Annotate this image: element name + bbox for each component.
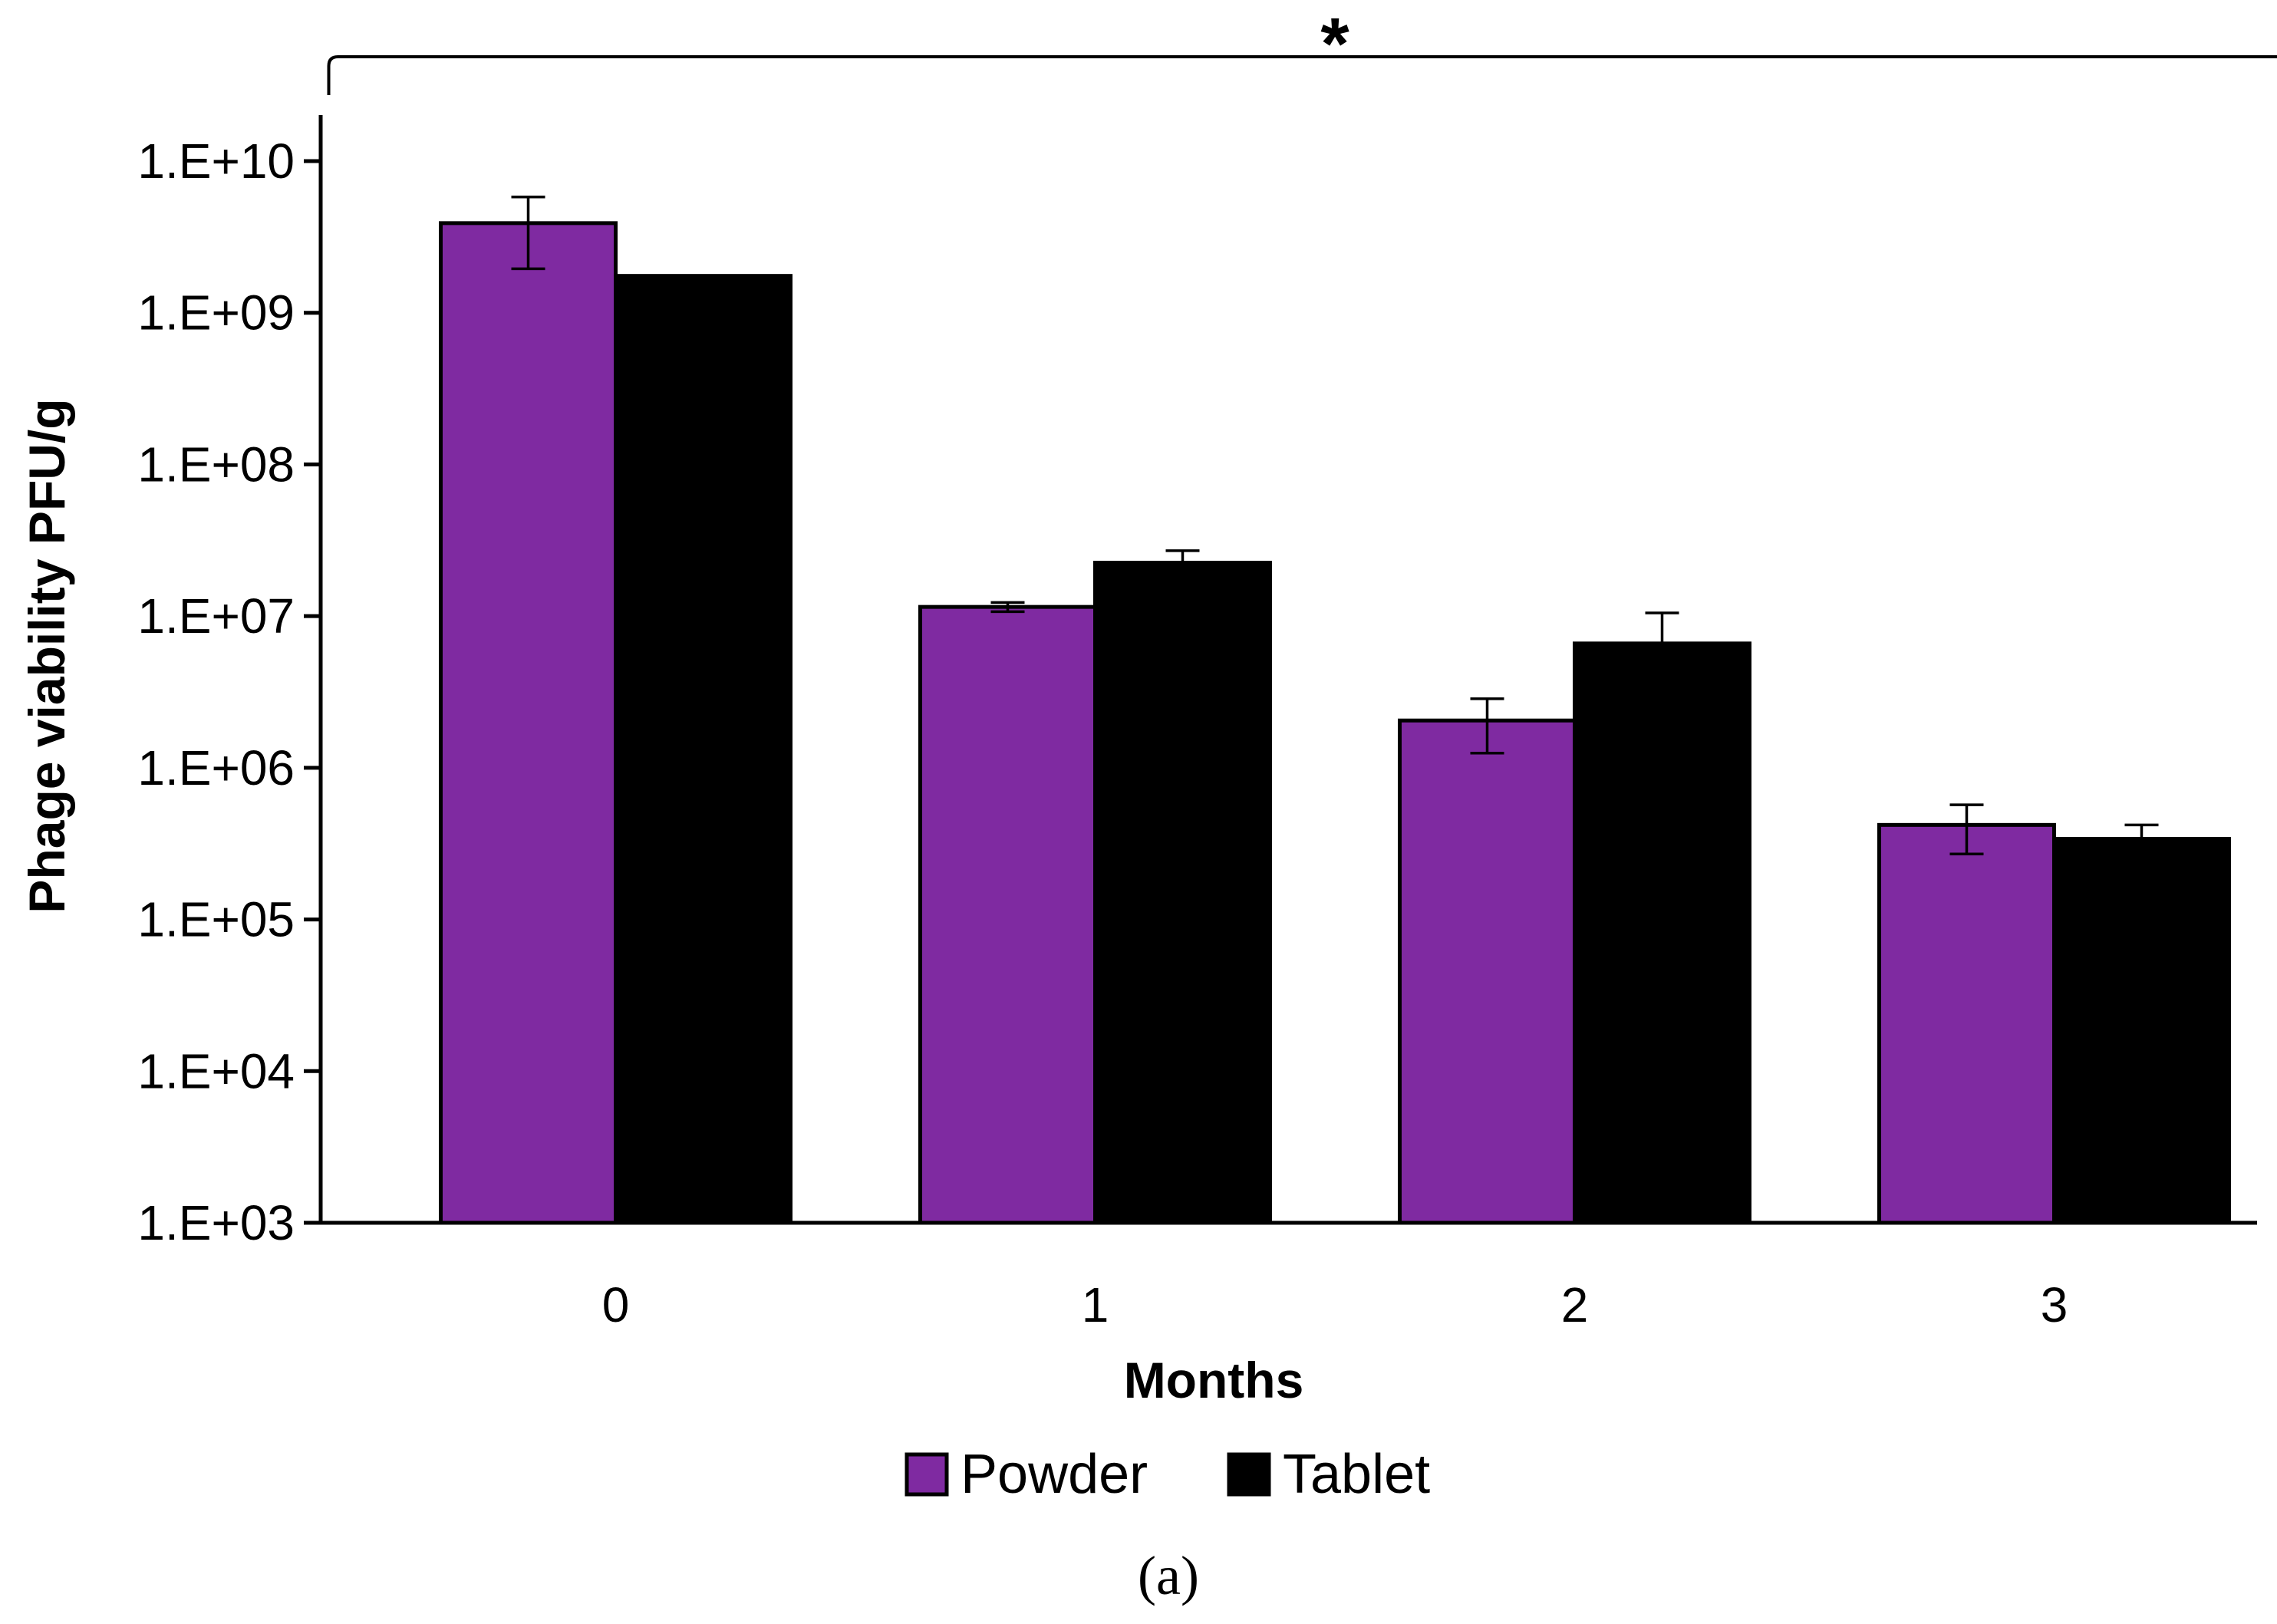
error-bars-layer: [511, 196, 2159, 856]
x-tick-label: 1: [1082, 1277, 1109, 1332]
error-bar-powder-0: [511, 196, 545, 271]
y-tick-label: 1.E+10: [137, 133, 295, 189]
error-bar-tablet-1: [1165, 549, 1200, 563]
y-tick-label: 1.E+06: [137, 740, 295, 796]
y-tick-label: 1.E+08: [137, 436, 295, 492]
significance-bracket-line: [327, 55, 2277, 95]
x-tick-label: 3: [2041, 1277, 2068, 1332]
legend-label-tablet: Tablet: [1283, 1444, 1430, 1505]
error-bar-tablet-3: [2124, 823, 2159, 839]
legend-swatch-powder: [905, 1452, 949, 1497]
panel-label: (a): [1138, 1545, 1199, 1606]
y-tick-label: 1.E+07: [137, 588, 295, 644]
error-bar-powder-1: [990, 601, 1025, 614]
y-tick-label: 1.E+03: [137, 1195, 295, 1250]
bar-powder-3: [1877, 822, 2056, 1225]
error-bar-powder-2: [1470, 697, 1504, 755]
x-axis-title: Months: [1124, 1352, 1304, 1408]
y-axis: 1.E+03 1.E+04 1.E+05 1.E+06 1.E+07 1.E+08 1.E+…: [137, 115, 323, 1250]
error-bar-powder-3: [1949, 803, 1984, 856]
legend-item-tablet: Tablet: [1227, 1444, 1430, 1505]
bar-powder-2: [1398, 718, 1577, 1225]
y-tick-label: 1.E+09: [137, 285, 295, 341]
legend: Powder Tablet: [905, 1444, 1430, 1505]
y-tick-label: 1.E+05: [137, 892, 295, 947]
bar-tablet-3: [2052, 836, 2231, 1225]
x-tick-label: 2: [1561, 1277, 1589, 1332]
bar-tablet-1: [1093, 561, 1272, 1225]
y-tick-label: 1.E+04: [137, 1043, 295, 1099]
bar-powder-0: [439, 221, 618, 1225]
error-bar-tablet-2: [1645, 611, 1679, 644]
bars-layer: [439, 221, 2231, 1225]
y-axis-title: Phage viability PFU/g: [18, 398, 75, 913]
bar-tablet-2: [1573, 641, 1751, 1225]
legend-swatch-tablet: [1227, 1452, 1271, 1497]
legend-label-powder: Powder: [961, 1444, 1148, 1505]
significance-marker: *: [1320, 3, 1349, 85]
significance-bracket: *: [327, 3, 2277, 95]
bar-powder-1: [918, 604, 1097, 1225]
bar-tablet-0: [614, 274, 793, 1225]
legend-item-powder: Powder: [905, 1444, 1148, 1505]
x-tick-label: 0: [602, 1277, 630, 1332]
x-axis: 0 1 2 3: [321, 1220, 2257, 1332]
